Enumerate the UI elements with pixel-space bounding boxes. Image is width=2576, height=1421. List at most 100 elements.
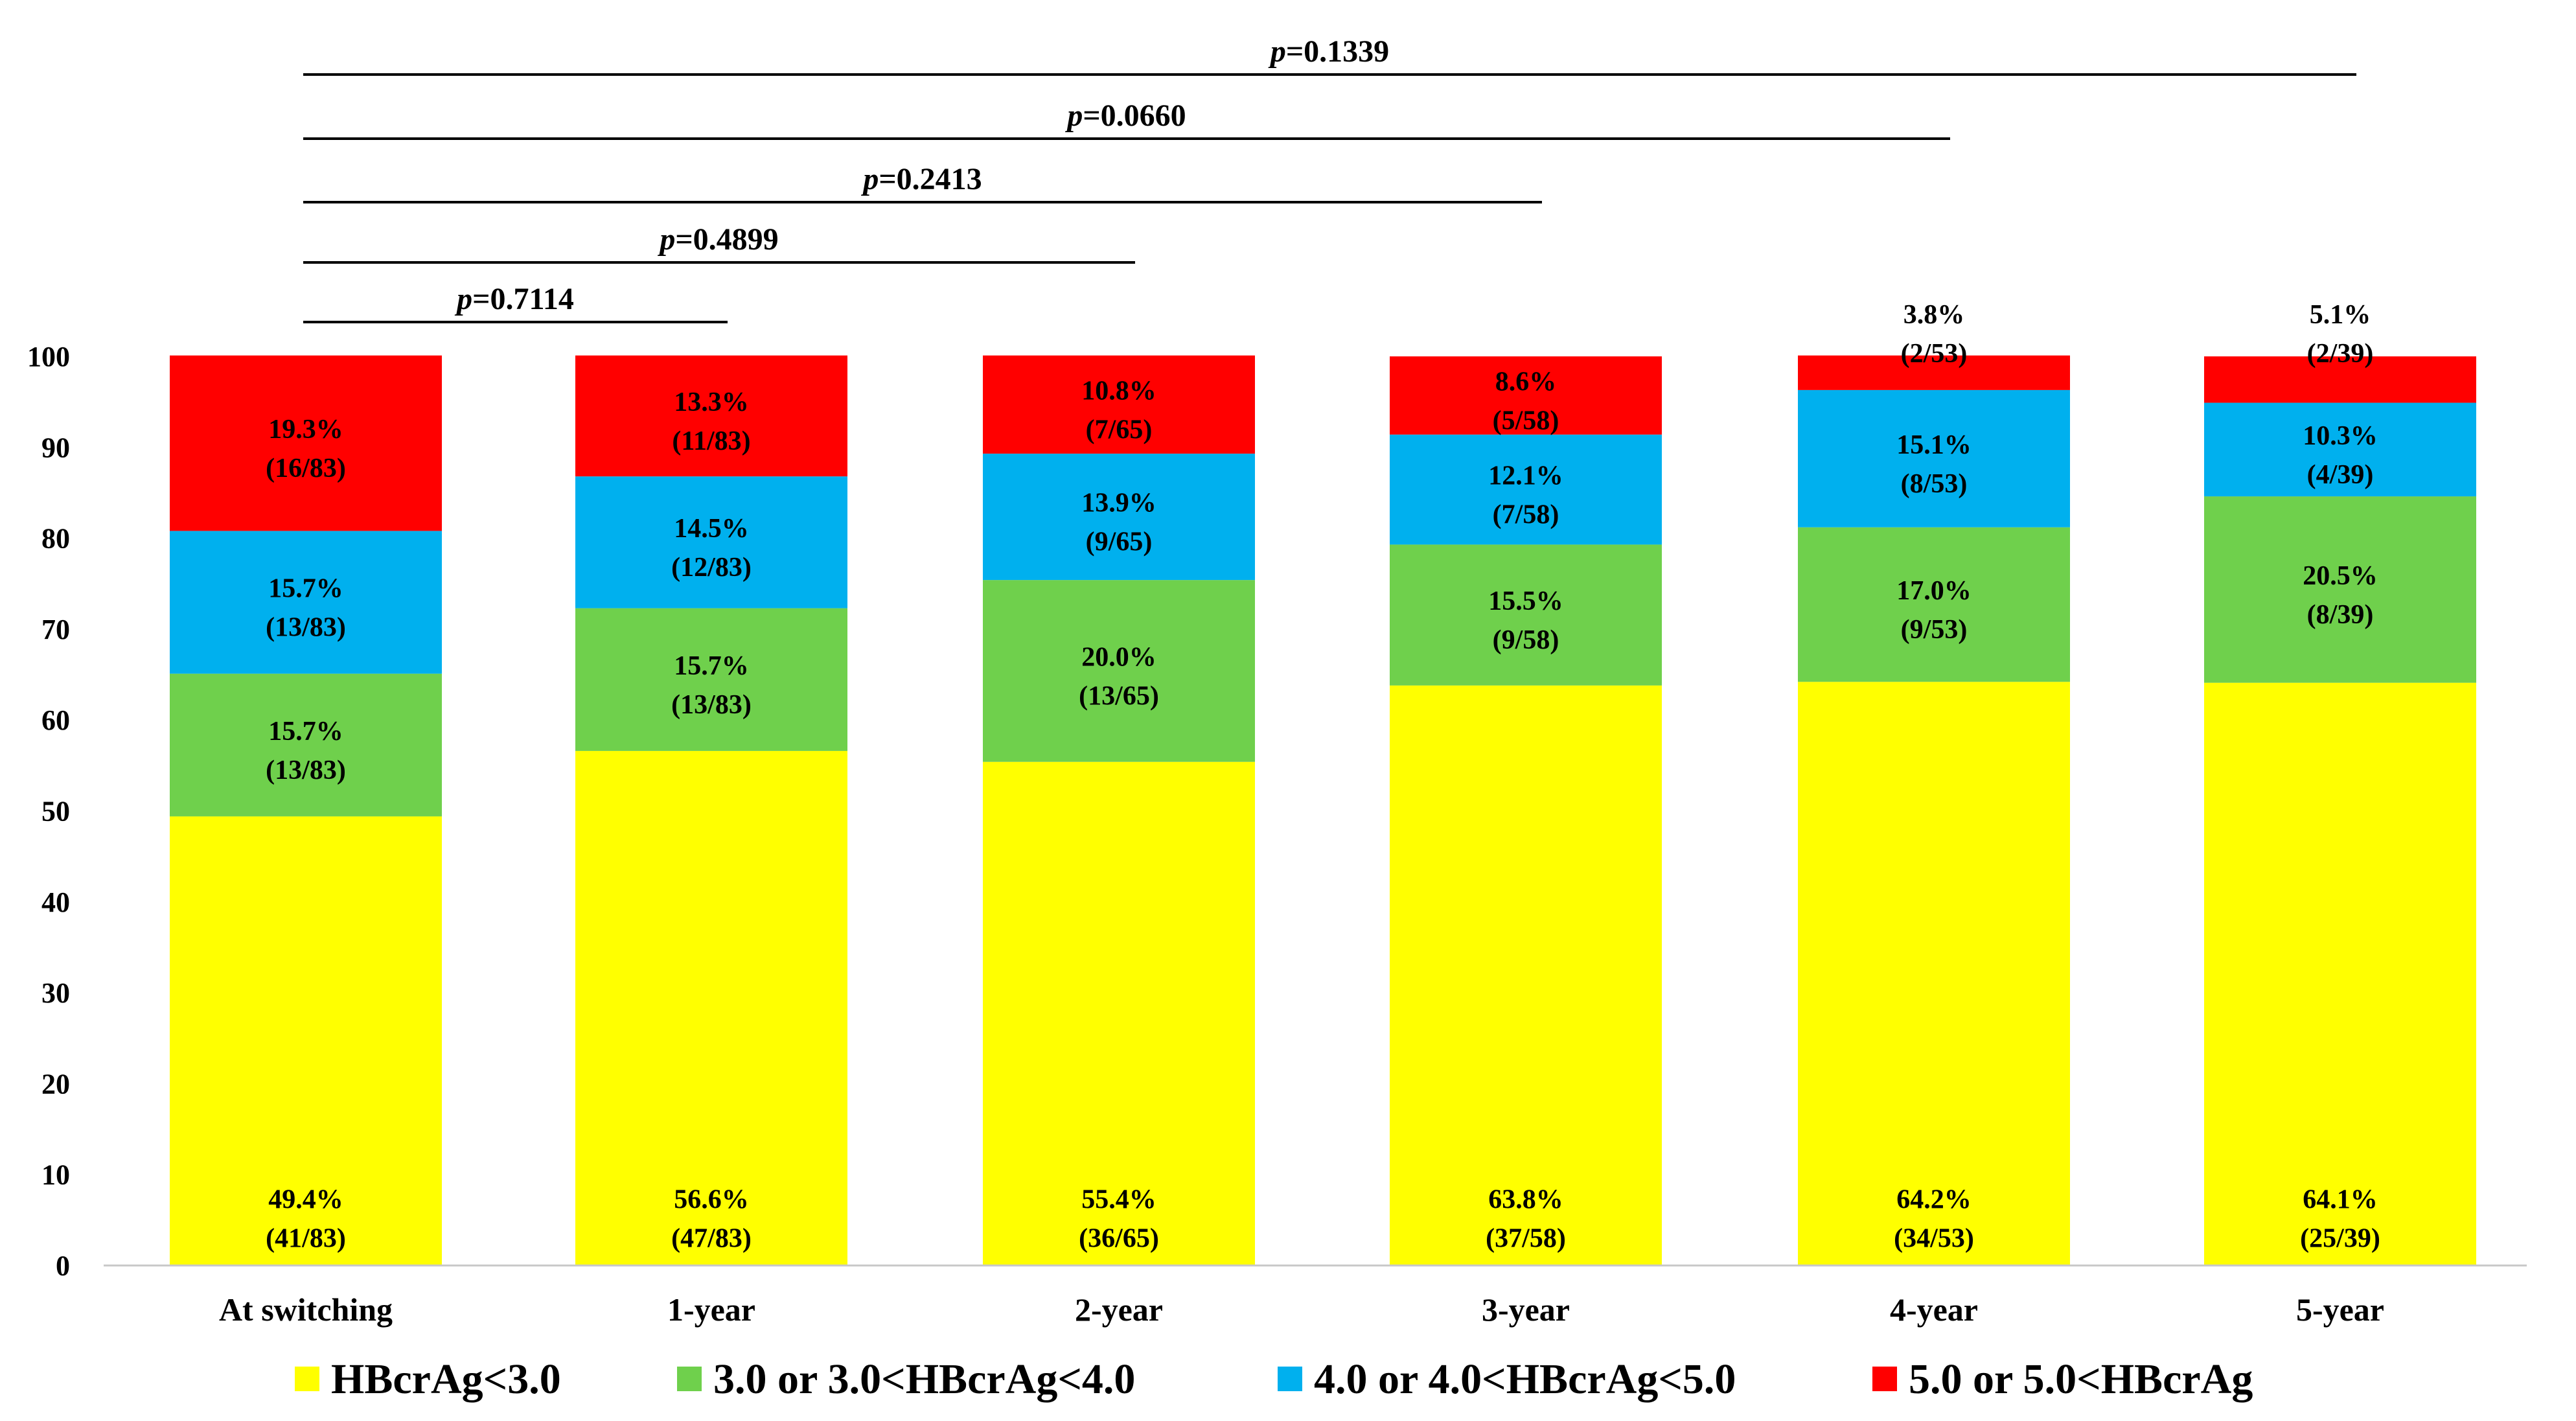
y-tick-label-100: 100 — [27, 341, 70, 373]
segment-percent-label: 15.5% — [1488, 586, 1563, 616]
bar-hbcrag-3-0-2-year — [983, 761, 1255, 1265]
p-value-label-4-year: p=0.0660 — [1064, 98, 1186, 133]
p-value-label-1-year: p=0.7114 — [454, 282, 574, 316]
segment-count-label: (7/65) — [1086, 415, 1153, 445]
segment-percent-label: 15.7% — [268, 574, 343, 604]
p-symbol: p — [657, 222, 675, 257]
segment-percent-label: 14.5% — [674, 514, 749, 544]
segment-count-label: (16/83) — [266, 454, 346, 483]
y-tick-label-20: 20 — [41, 1068, 70, 1100]
p-number: =0.1339 — [1286, 34, 1389, 69]
segment-percent-label: 64.1% — [2303, 1184, 2378, 1214]
segment-percent-label: 8.6% — [1495, 367, 1557, 397]
bar-3-0-or-3-0-hbcrag-4-0-2-year — [983, 580, 1255, 762]
segment-count-label: (13/83) — [266, 756, 346, 785]
x-tick-label-3-year: 3-year — [1482, 1291, 1570, 1328]
segment-count-label: (41/83) — [266, 1223, 346, 1253]
legend-swatch-4-0-or-4-0-hbcrag-5-0 — [1278, 1367, 1302, 1391]
y-tick-label-40: 40 — [41, 886, 70, 918]
segment-percent-label: 56.6% — [674, 1184, 749, 1214]
segment-percent-label: 3.8% — [1903, 300, 1965, 330]
segment-percent-label: 12.1% — [1488, 461, 1563, 491]
y-tick-label-90: 90 — [41, 432, 70, 463]
bar-hbcrag-3-0-4-year — [1798, 682, 2070, 1265]
bar-5-0-or-5-0-hbcrag-3-year — [1390, 356, 1662, 435]
segment-count-label: (47/83) — [671, 1223, 752, 1253]
y-tick-label-70: 70 — [41, 614, 70, 645]
bars-group — [170, 355, 2476, 1265]
bar-4-0-or-4-0-hbcrag-5-0-2-year — [983, 454, 1255, 581]
segment-count-label: (4/39) — [2307, 460, 2374, 490]
segment-percent-label: 20.5% — [2303, 561, 2378, 591]
segment-percent-label: 49.4% — [268, 1184, 343, 1214]
p-value-label-3-year: p=0.2413 — [860, 162, 982, 196]
bar-4-0-or-4-0-hbcrag-5-0-4-year — [1798, 389, 2070, 527]
segment-percent-label: 63.8% — [1488, 1184, 1563, 1214]
legend: HBcrAg<3.0 3.0 or 3.0<HBcrAg<4.0 4.0 or 4.… — [295, 1356, 2253, 1403]
bar-hbcrag-3-0-at-switching — [170, 816, 442, 1265]
bar-4-0-or-4-0-hbcrag-5-0-5-year — [2204, 402, 2476, 497]
segment-count-label: (37/58) — [1486, 1223, 1566, 1253]
legend-label-3-0-or-3-0-hbcrag-4-0: 3.0 or 3.0<HBcrAg<4.0 — [713, 1356, 1135, 1403]
legend-label-hbcrag-3-0: HBcrAg<3.0 — [331, 1356, 561, 1403]
legend-swatch-5-0-or-5-0-hbcrag — [1872, 1367, 1897, 1391]
p-number: =0.4899 — [675, 222, 778, 257]
bar-4-0-or-4-0-hbcrag-5-0-1-year — [575, 476, 847, 608]
p-number: =0.0660 — [1083, 98, 1186, 133]
x-tick-label-2-year: 2-year — [1075, 1291, 1163, 1328]
segment-percent-label: 17.0% — [1896, 576, 1972, 606]
segment-count-label: (13/65) — [1079, 681, 1159, 711]
p-number: =0.7114 — [472, 282, 574, 316]
segment-count-label: (2/39) — [2307, 339, 2374, 369]
y-tick-label-60: 60 — [41, 704, 70, 736]
p-symbol: p — [1064, 98, 1083, 133]
y-axis: 0 10 20 30 40 50 60 70 80 90 100 — [27, 341, 70, 1282]
bar-5-0-or-5-0-hbcrag-4-year — [1798, 355, 2070, 390]
segment-percent-label: 5.1% — [2310, 300, 2371, 330]
segment-percent-label: 13.3% — [674, 387, 749, 417]
bar-3-0-or-3-0-hbcrag-4-0-1-year — [575, 608, 847, 751]
bar-5-0-or-5-0-hbcrag-5-year — [2204, 356, 2476, 403]
segment-percent-label: 15.7% — [674, 651, 749, 681]
bar-hbcrag-3-0-1-year — [575, 750, 847, 1265]
segment-percent-label: 15.1% — [1896, 430, 1972, 460]
segment-percent-label: 10.8% — [1081, 376, 1156, 406]
segment-percent-label: 55.4% — [1081, 1184, 1156, 1214]
p-symbol: p — [860, 162, 879, 196]
segment-count-label: (11/83) — [672, 426, 750, 456]
segment-count-label: (34/53) — [1894, 1223, 1974, 1253]
segment-count-label: (9/53) — [1901, 615, 1968, 645]
bar-4-0-or-4-0-hbcrag-5-0-at-switching — [170, 531, 442, 674]
y-tick-label-30: 30 — [41, 977, 70, 1009]
p-value-label-5-year: p=0.1339 — [1268, 34, 1389, 69]
segment-count-label: (5/58) — [1493, 406, 1559, 435]
bar-5-0-or-5-0-hbcrag-1-year — [575, 355, 847, 477]
segment-count-label: (13/83) — [671, 690, 752, 720]
y-tick-label-0: 0 — [56, 1250, 70, 1282]
segment-percent-label: 15.7% — [268, 717, 343, 746]
p-symbol: p — [1268, 34, 1286, 69]
segment-count-label: (13/83) — [266, 613, 346, 643]
segment-count-label: (9/65) — [1086, 527, 1153, 557]
bar-5-0-or-5-0-hbcrag-at-switching — [170, 355, 442, 531]
legend-swatch-3-0-or-3-0-hbcrag-4-0 — [677, 1367, 702, 1391]
segment-count-label: (7/58) — [1493, 500, 1559, 530]
segment-count-label: (36/65) — [1079, 1223, 1159, 1253]
p-symbol: p — [454, 282, 472, 316]
y-tick-label-50: 50 — [41, 796, 70, 827]
bar-hbcrag-3-0-5-year — [2204, 682, 2476, 1265]
segment-count-label: (12/83) — [671, 553, 752, 583]
legend-swatch-hbcrag-3-0 — [295, 1367, 319, 1391]
p-number: =0.2413 — [879, 162, 982, 196]
segment-count-label: (2/53) — [1901, 339, 1968, 369]
bar-3-0-or-3-0-hbcrag-4-0-4-year — [1798, 527, 2070, 682]
p-value-label-2-year: p=0.4899 — [657, 222, 778, 257]
y-tick-label-10: 10 — [41, 1159, 70, 1191]
bar-3-0-or-3-0-hbcrag-4-0-at-switching — [170, 673, 442, 816]
bar-3-0-or-3-0-hbcrag-4-0-5-year — [2204, 496, 2476, 683]
bar-4-0-or-4-0-hbcrag-5-0-3-year — [1390, 434, 1662, 545]
segment-percent-label: 64.2% — [1896, 1184, 1972, 1214]
segment-count-label: (25/39) — [2300, 1223, 2380, 1253]
segment-percent-label: 19.3% — [268, 415, 343, 445]
